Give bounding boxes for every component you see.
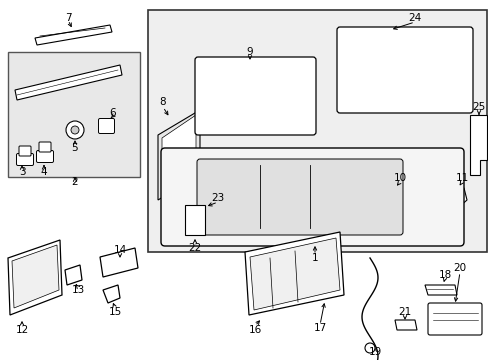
Bar [184, 205, 204, 235]
Polygon shape [65, 265, 82, 285]
Circle shape [66, 121, 84, 139]
Text: 7: 7 [64, 13, 71, 23]
Text: 2: 2 [72, 177, 78, 187]
Text: 13: 13 [71, 285, 84, 295]
Polygon shape [394, 320, 416, 330]
Bar [8, 52, 140, 177]
Text: 19: 19 [367, 347, 381, 357]
Text: 9: 9 [246, 47, 253, 57]
Polygon shape [103, 285, 120, 303]
Polygon shape [8, 240, 62, 315]
Polygon shape [15, 65, 122, 100]
Text: 10: 10 [393, 173, 406, 183]
FancyBboxPatch shape [98, 118, 114, 134]
FancyBboxPatch shape [427, 303, 481, 335]
Text: 23: 23 [211, 193, 224, 203]
Text: 12: 12 [15, 325, 29, 335]
Text: 14: 14 [113, 245, 126, 255]
FancyBboxPatch shape [336, 27, 472, 113]
Text: 1: 1 [311, 253, 318, 263]
Polygon shape [100, 248, 138, 277]
Text: 22: 22 [188, 243, 201, 253]
FancyBboxPatch shape [195, 57, 315, 135]
Polygon shape [35, 25, 112, 45]
Polygon shape [162, 115, 196, 195]
Polygon shape [386, 188, 402, 200]
Text: 21: 21 [398, 307, 411, 317]
Text: 16: 16 [248, 325, 261, 335]
Polygon shape [424, 285, 456, 295]
FancyBboxPatch shape [37, 150, 53, 162]
FancyBboxPatch shape [19, 146, 31, 156]
Text: 24: 24 [407, 13, 421, 23]
Text: 3: 3 [19, 167, 25, 177]
Polygon shape [244, 232, 343, 315]
Text: 17: 17 [313, 323, 326, 333]
FancyBboxPatch shape [161, 148, 463, 246]
Text: 8: 8 [160, 97, 166, 107]
Circle shape [71, 126, 79, 134]
FancyBboxPatch shape [17, 153, 34, 166]
Text: 20: 20 [452, 263, 466, 273]
Polygon shape [449, 188, 466, 208]
Text: 5: 5 [72, 143, 78, 153]
Text: 11: 11 [454, 173, 468, 183]
Polygon shape [469, 115, 486, 175]
FancyBboxPatch shape [197, 159, 402, 235]
Polygon shape [158, 110, 200, 200]
Bar [148, 10, 486, 252]
Polygon shape [249, 238, 339, 310]
Text: 4: 4 [41, 167, 47, 177]
Text: 25: 25 [471, 102, 485, 112]
Text: 18: 18 [437, 270, 451, 280]
FancyBboxPatch shape [39, 142, 51, 152]
Text: 6: 6 [109, 108, 116, 118]
Polygon shape [12, 245, 59, 308]
Text: 15: 15 [108, 307, 122, 317]
